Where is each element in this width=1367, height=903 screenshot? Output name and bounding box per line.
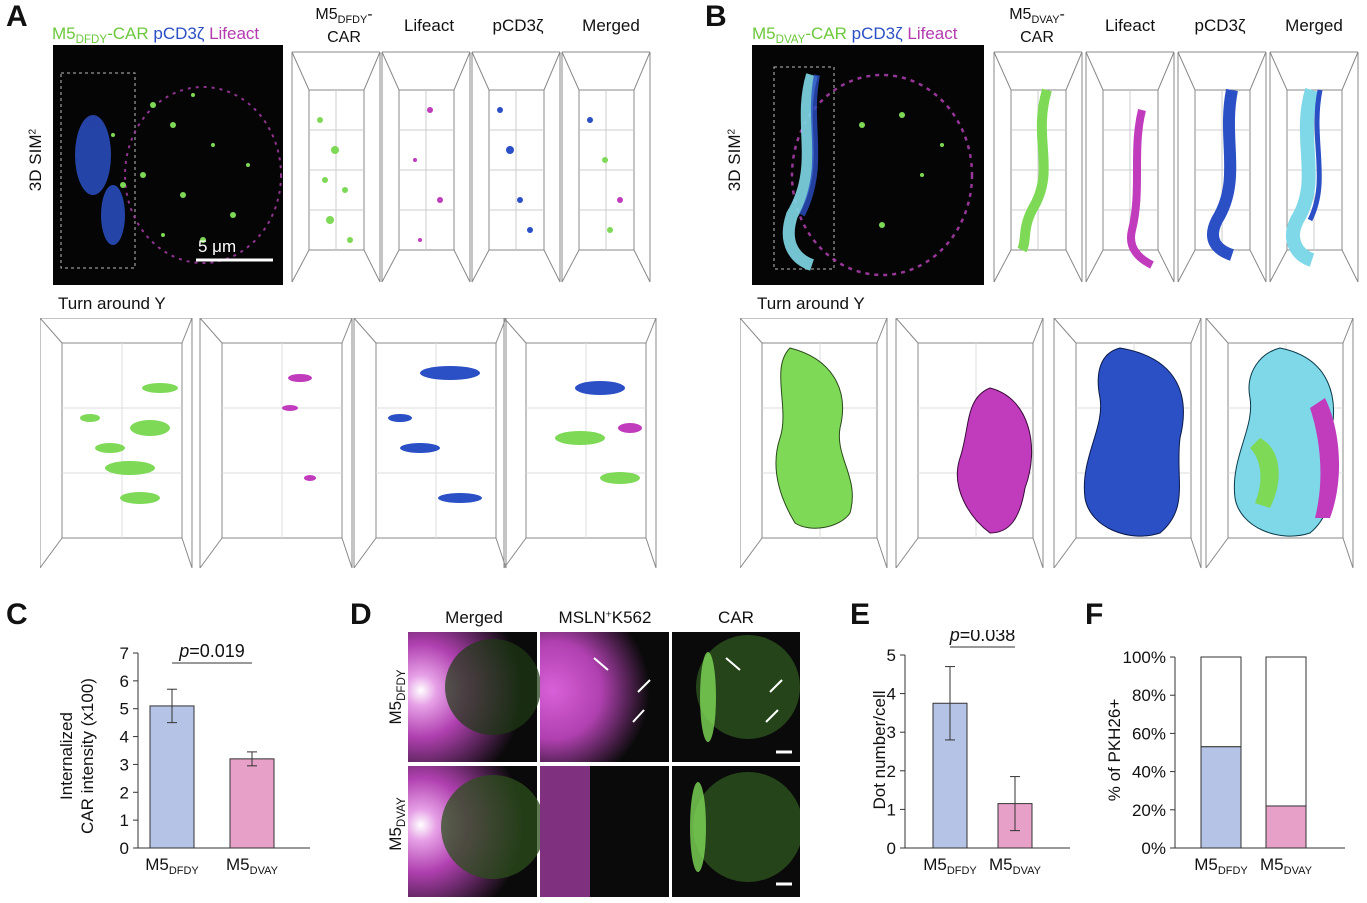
panel-d-col2-label: MSLN+K562 xyxy=(558,608,652,627)
panel-a-row-label: 3D SIM2 xyxy=(26,128,45,192)
y-tick-label: 20% xyxy=(1132,801,1166,820)
bar xyxy=(1200,746,1242,849)
panel-b-col1-label: M5DVAY- CAR xyxy=(1009,6,1065,46)
panel-a-3d-bottom-row xyxy=(40,318,657,569)
y-tick-label: 60% xyxy=(1132,724,1166,743)
p-value-label: p=0.038 xyxy=(949,630,1016,645)
y-tick-label: 2 xyxy=(120,783,129,802)
panel-f-letter: F xyxy=(1085,598,1104,631)
panel-a-rotate-label: Turn around Y xyxy=(58,294,166,313)
scale-bar-label: 5 μm xyxy=(198,237,237,256)
panel-e-letter: E xyxy=(850,598,871,631)
y-tick-label: 3 xyxy=(120,755,129,774)
x-tick-label: M5DFDY xyxy=(923,855,977,877)
bar xyxy=(229,758,275,849)
panel-b-3d-bottom-row xyxy=(740,318,1354,569)
panel-d-row2-label: M5DVAY xyxy=(385,797,409,851)
y-tick-label: 40% xyxy=(1132,763,1166,782)
panel-b-col4-label: Merged xyxy=(1285,16,1343,35)
panel-b-col2-label: Lifeact xyxy=(1104,16,1156,35)
bar xyxy=(1265,805,1307,849)
panel-b-3d-top-row xyxy=(993,51,1359,283)
panel-b-sim-svg xyxy=(773,66,974,277)
panel-e-chart: 0 1 2 3 4 5 M5DFDY M5DVAY p=0.038 xyxy=(887,630,1070,877)
panel-d-letter: D xyxy=(350,598,372,631)
panel-a-col3-label: pCD3ζ xyxy=(492,16,544,35)
y-tick-label: 5 xyxy=(887,646,896,665)
x-tick-label: M5DVAY xyxy=(989,855,1042,877)
panel-a-col1-label: M5DFDY- CAR xyxy=(315,6,373,46)
y-tick-label: 80% xyxy=(1132,686,1166,705)
panel-c-letter: C xyxy=(6,598,28,631)
y-tick-label: 0 xyxy=(120,839,129,858)
panel-f-chart: 0% 20% 40% 60% 80% 100% M5DFDY M5DVAY xyxy=(1123,648,1345,877)
y-tick-label: 0 xyxy=(887,839,896,858)
y-tick-label: 1 xyxy=(887,800,896,819)
panel-a-sim-svg xyxy=(60,72,282,269)
panel-d-col3-label: CAR xyxy=(718,608,754,627)
bar xyxy=(149,705,195,849)
panel-a-col4-label: Merged xyxy=(582,16,640,35)
x-tick-label: M5DVAY xyxy=(226,855,279,877)
panel-c-ylabel: Internalized CAR intensity (x100) xyxy=(57,678,97,834)
y-tick-label: 0% xyxy=(1141,839,1166,858)
x-tick-label: M5DFDY xyxy=(145,855,199,877)
panel-b-letter: B xyxy=(705,0,727,33)
panel-a-sim-image: 5 μm xyxy=(53,45,283,285)
y-tick-label: 6 xyxy=(120,672,129,691)
panel-d-images xyxy=(408,632,800,897)
p-value-label: p=0.019 xyxy=(178,641,245,661)
panel-a-legend: M5DFDY-CAR pCD3ζ Lifeact xyxy=(52,24,260,47)
x-tick-label: M5DFDY xyxy=(1194,855,1248,877)
panel-a-3d-top-row xyxy=(291,51,651,283)
y-tick-label: 100% xyxy=(1123,648,1166,667)
panel-b-rotate-label: Turn around Y xyxy=(757,294,865,313)
bar-remainder xyxy=(1265,656,1307,807)
x-tick-label: M5DVAY xyxy=(1260,855,1313,877)
y-tick-label: 5 xyxy=(120,700,129,719)
panel-d-col1-label: Merged xyxy=(445,608,503,627)
y-tick-label: 2 xyxy=(887,762,896,781)
y-tick-label: 4 xyxy=(887,685,896,704)
y-tick-label: 1 xyxy=(120,811,129,830)
y-tick-label: 7 xyxy=(120,644,129,663)
panel-d-row1-label: M5DFDY xyxy=(385,669,409,725)
panel-b-legend: M5DVAY-CAR pCD3ζ Lifeact xyxy=(752,24,958,47)
y-tick-label: 3 xyxy=(887,723,896,742)
bar-remainder xyxy=(1200,656,1242,748)
y-tick-label: 4 xyxy=(120,728,129,747)
panel-a-col2-label: Lifeact xyxy=(403,16,455,35)
panel-b-col3-label: pCD3ζ xyxy=(1194,16,1246,35)
panel-a-letter: A xyxy=(6,0,28,33)
panel-c-chart: 0 1 2 3 4 5 6 7 M5DFDY M5DVAY p=0.019 xyxy=(120,641,310,877)
panel-b-row-label: 3D SIM2 xyxy=(725,128,744,192)
panel-b-sim-image xyxy=(752,45,984,285)
